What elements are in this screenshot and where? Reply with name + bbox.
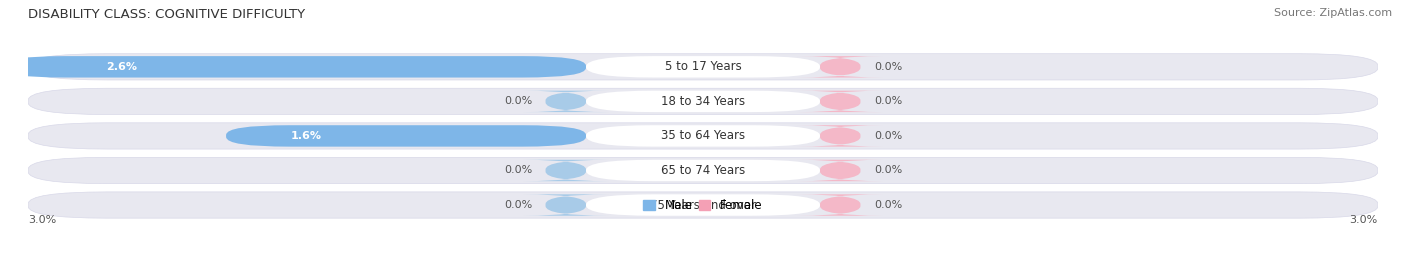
FancyBboxPatch shape [523, 91, 609, 112]
FancyBboxPatch shape [797, 194, 883, 216]
Text: DISABILITY CLASS: COGNITIVE DIFFICULTY: DISABILITY CLASS: COGNITIVE DIFFICULTY [28, 8, 305, 21]
FancyBboxPatch shape [226, 125, 586, 147]
FancyBboxPatch shape [797, 91, 883, 112]
Text: 0.0%: 0.0% [503, 200, 531, 210]
Text: 18 to 34 Years: 18 to 34 Years [661, 95, 745, 108]
Text: 0.0%: 0.0% [875, 200, 903, 210]
Text: 75 Years and over: 75 Years and over [650, 199, 756, 211]
FancyBboxPatch shape [28, 157, 1378, 184]
FancyBboxPatch shape [28, 54, 1378, 80]
FancyBboxPatch shape [28, 192, 1378, 218]
FancyBboxPatch shape [586, 56, 820, 77]
Text: 0.0%: 0.0% [503, 165, 531, 175]
Text: 65 to 74 Years: 65 to 74 Years [661, 164, 745, 177]
Text: 0.0%: 0.0% [875, 62, 903, 72]
Text: 3.0%: 3.0% [28, 215, 56, 225]
Text: Source: ZipAtlas.com: Source: ZipAtlas.com [1274, 8, 1392, 18]
FancyBboxPatch shape [797, 160, 883, 181]
FancyBboxPatch shape [1, 56, 586, 77]
Text: 3.0%: 3.0% [1350, 215, 1378, 225]
Legend: Male, Female: Male, Female [638, 194, 768, 217]
FancyBboxPatch shape [586, 194, 820, 216]
Text: 35 to 64 Years: 35 to 64 Years [661, 129, 745, 142]
FancyBboxPatch shape [797, 125, 883, 147]
Text: 0.0%: 0.0% [875, 96, 903, 106]
FancyBboxPatch shape [28, 123, 1378, 149]
FancyBboxPatch shape [28, 88, 1378, 115]
Text: 2.6%: 2.6% [107, 62, 138, 72]
FancyBboxPatch shape [797, 56, 883, 77]
Text: 0.0%: 0.0% [875, 131, 903, 141]
Text: 0.0%: 0.0% [875, 165, 903, 175]
FancyBboxPatch shape [586, 91, 820, 112]
Text: 0.0%: 0.0% [503, 96, 531, 106]
FancyBboxPatch shape [586, 125, 820, 147]
Text: 5 to 17 Years: 5 to 17 Years [665, 60, 741, 73]
Text: 1.6%: 1.6% [291, 131, 322, 141]
FancyBboxPatch shape [523, 194, 609, 216]
FancyBboxPatch shape [586, 160, 820, 181]
FancyBboxPatch shape [523, 160, 609, 181]
